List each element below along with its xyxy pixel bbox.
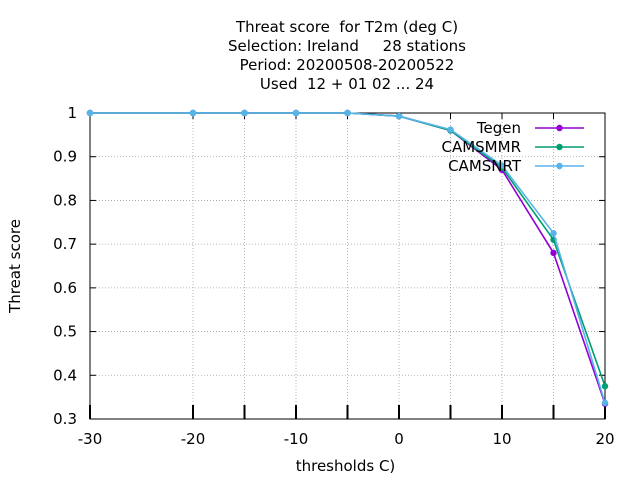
- x-tick-label: -30: [78, 430, 103, 448]
- y-tick-label: 0.7: [53, 235, 77, 253]
- series-line-camsmmr: [90, 112, 606, 387]
- y-tick-label: 0.6: [53, 279, 77, 297]
- data-point-camsmmr: [601, 383, 609, 390]
- x-tick-label: -10: [284, 430, 309, 448]
- series-line-camsnrt: [90, 112, 606, 404]
- data-point-camsnrt: [498, 162, 506, 169]
- x-tick-label: -20: [181, 430, 206, 448]
- series-lines: [86, 109, 609, 407]
- x-tick-label: 0: [394, 430, 404, 448]
- legend-label-camsnrt: CAMSNRT: [448, 157, 522, 175]
- data-point-camsnrt: [241, 109, 248, 117]
- data-point-camsnrt: [447, 126, 454, 133]
- legend-label-tegen: Tegen: [476, 119, 521, 137]
- legend-marker-camsmmr: [556, 143, 563, 151]
- legend-marker-camsnrt: [556, 162, 563, 170]
- data-point-tegen: [550, 249, 557, 257]
- y-tick-label: 0.9: [53, 148, 77, 166]
- y-tick-label: 0.4: [53, 366, 77, 384]
- series-line-tegen: [90, 112, 606, 404]
- legend-label-camsmmr: CAMSMMR: [441, 138, 521, 156]
- y-tick-label: 0.5: [53, 323, 77, 341]
- chart-title-line-1: Threat score for T2m (deg C): [235, 18, 459, 36]
- y-tick-label: 0.3: [53, 410, 77, 428]
- x-tick-label: 10: [492, 430, 511, 448]
- y-axis-label: Threat score: [6, 219, 24, 314]
- data-point-camsnrt: [395, 112, 403, 120]
- y-tick-label: 1: [67, 104, 77, 122]
- y-tick-label: 0.8: [53, 191, 77, 209]
- chart-title-line-4: Used 12 + 01 02 ... 24: [259, 75, 435, 93]
- x-axis-label: thresholds C): [296, 457, 396, 475]
- grid: [90, 113, 605, 419]
- chart-title-line-3: Period: 20200508-20200522: [239, 56, 455, 74]
- data-point-camsnrt: [550, 230, 557, 237]
- data-point-camsnrt: [344, 109, 351, 117]
- data-point-camsnrt: [601, 399, 609, 407]
- data-point-camsnrt: [189, 109, 197, 117]
- x-tick-label: 20: [595, 430, 614, 448]
- data-point-camsnrt: [292, 109, 300, 117]
- data-point-camsnrt: [86, 109, 94, 117]
- axis-ticks: 0.3 0.4 0.5 0.6 0.7 0.8 0.9 1 -30 -20 -10 0 10 20: [53, 104, 614, 448]
- chart-title-line-2: Selection: Ireland 28 stations: [228, 37, 466, 55]
- legend-marker-tegen: [556, 124, 563, 132]
